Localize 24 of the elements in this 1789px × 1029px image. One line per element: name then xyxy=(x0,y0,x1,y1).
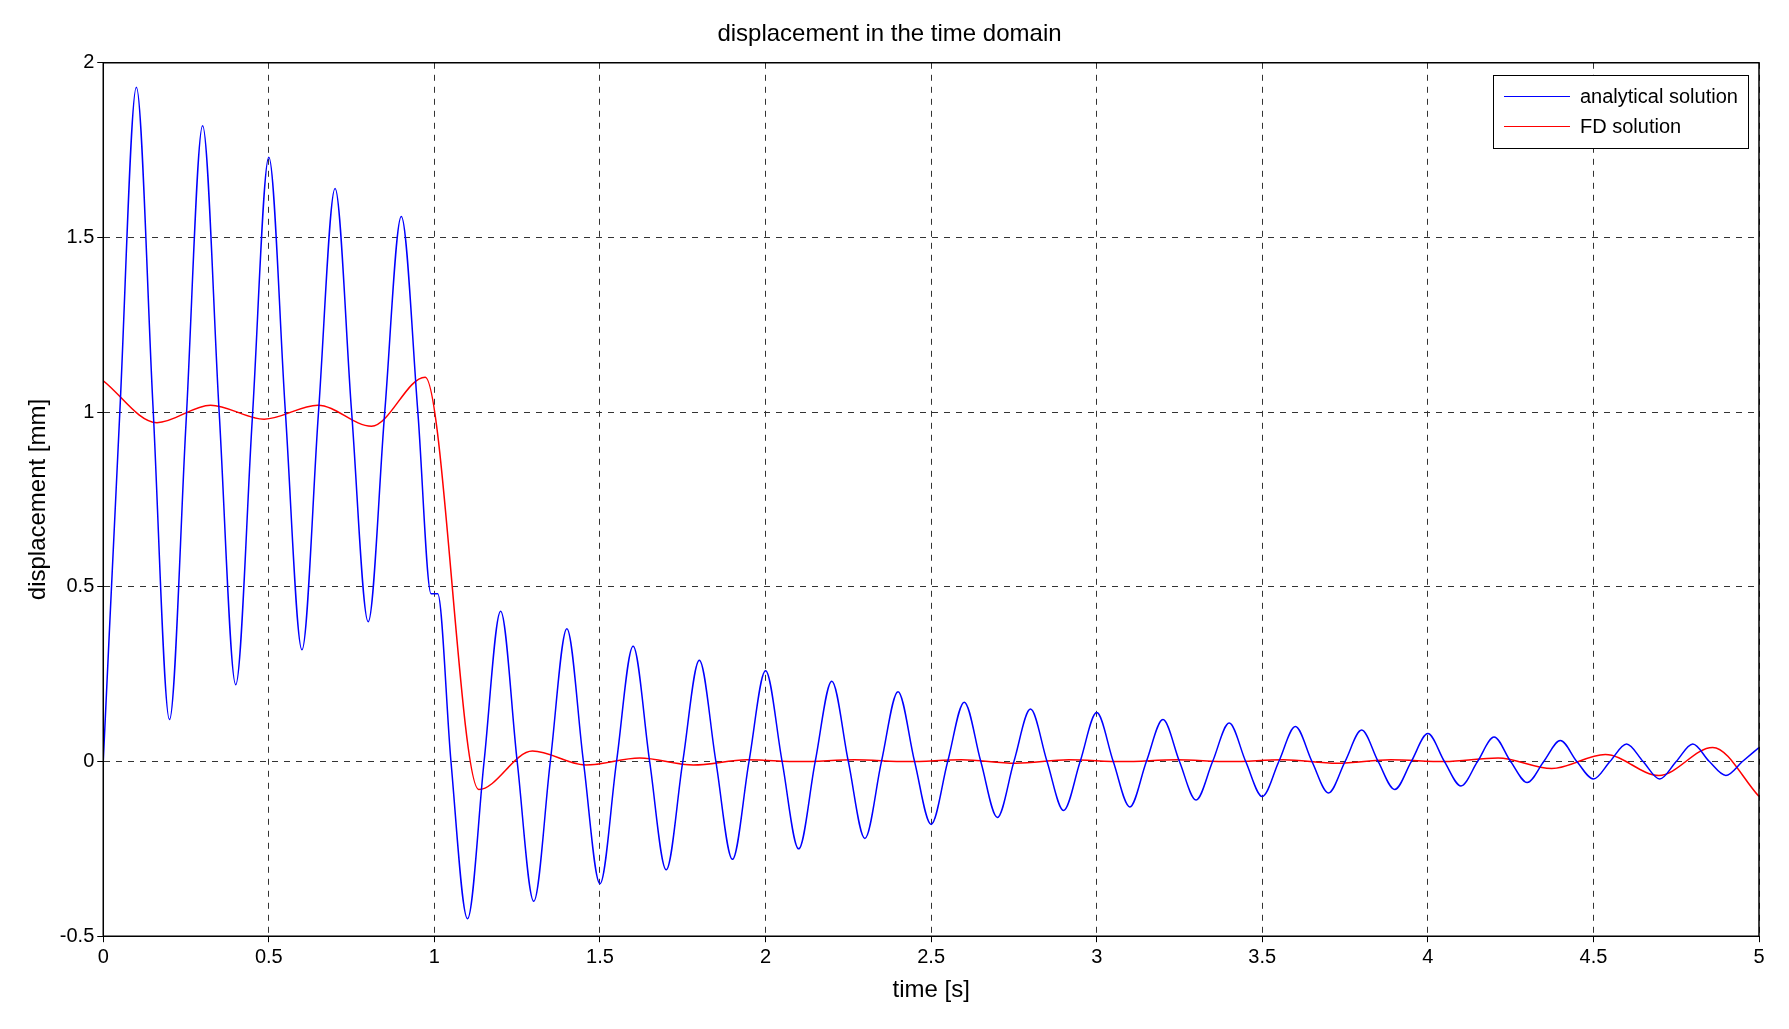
y-tick-label: 1 xyxy=(83,399,95,422)
x-tick-label: 5 xyxy=(1753,944,1765,967)
x-tick-label: 1.5 xyxy=(586,944,614,967)
legend-label: analytical solution xyxy=(1580,85,1738,109)
y-tick-label: -0.5 xyxy=(59,923,95,946)
y-tick-label: 2 xyxy=(83,50,95,73)
x-tick-label: 3 xyxy=(1091,944,1103,967)
y-tick-label: 0.5 xyxy=(66,574,95,597)
x-tick-label: 0.5 xyxy=(254,944,283,967)
x-tick-label: 1 xyxy=(428,944,440,967)
y-axis-title: displacement [mm] xyxy=(23,398,51,601)
chart-title: displacement in the time domain xyxy=(717,19,1062,47)
x-tick-label: 4 xyxy=(1422,944,1434,967)
y-tick-label: 1.5 xyxy=(66,225,95,247)
line-series xyxy=(103,86,1759,920)
x-tick-label: 2 xyxy=(760,944,772,967)
legend-label: FD solution xyxy=(1580,115,1682,139)
x-tick-label: 0 xyxy=(97,944,109,967)
x-axis-title: time [s] xyxy=(892,975,970,1003)
x-tick-label: 3.5 xyxy=(1248,944,1277,967)
x-tick-label: 2.5 xyxy=(917,944,946,967)
x-tick-label: 4.5 xyxy=(1579,944,1608,967)
line-series xyxy=(103,376,1759,798)
y-tick-label: 0 xyxy=(83,749,95,772)
